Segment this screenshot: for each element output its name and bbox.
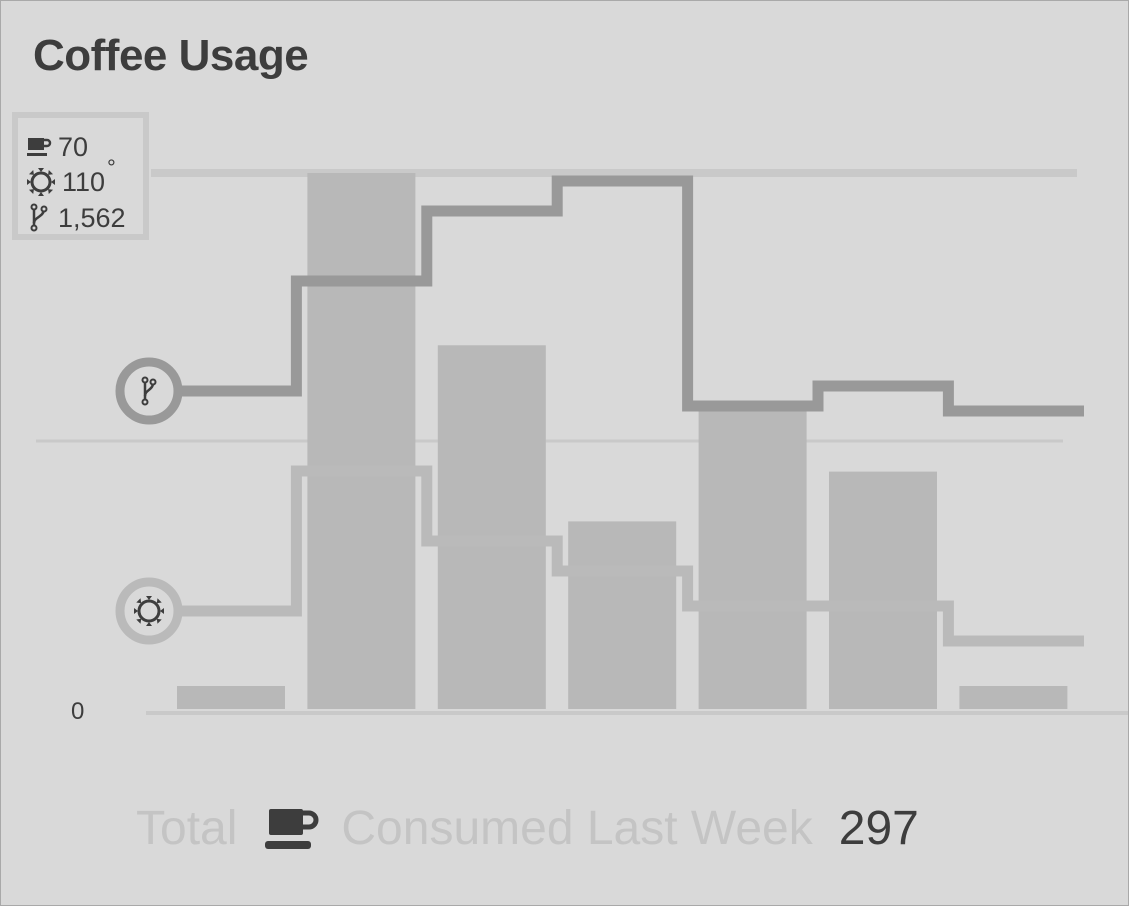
footer-prefix: Total [136, 802, 238, 855]
git-branch-icon-node-2 [149, 378, 157, 386]
legend-box: 70 110 ° 1,562 [12, 112, 149, 240]
temperature-step-line [151, 465, 1084, 647]
footer-suffix: Consumed Last Week [341, 802, 813, 855]
git-branch-icon-node-3 [141, 398, 149, 406]
weekly-total-value: 297 [838, 802, 919, 855]
coffee-cup-icon [265, 808, 319, 849]
sun-gear-icon [137, 599, 161, 623]
sun-gear-icon-ray-8 [136, 598, 142, 604]
weekly-total-summary: Total Consumed Last Week 297 [136, 801, 919, 856]
sun-gear-icon [27, 168, 55, 196]
sun-gear-icon-ray-1 [146, 596, 152, 600]
git-branch-icon-node-1 [141, 376, 149, 384]
bar-4 [568, 521, 677, 709]
card-title: Coffee Usage [33, 31, 309, 80]
coffee-cup-icon [27, 138, 52, 156]
sun-gear-icon-ray-7 [134, 608, 138, 614]
temperature-series-marker [115, 577, 183, 645]
legend-row-commits: 1,562 [26, 201, 126, 235]
bar-1 [177, 686, 285, 709]
sun-gear-icon-ray-2 [156, 598, 162, 604]
git-branch-icon [30, 203, 48, 232]
commits-step-line [151, 175, 1084, 417]
legend-commits-value: 1,562 [58, 202, 126, 233]
bar-6 [829, 471, 937, 709]
legend-cups-value: 70 [58, 131, 89, 162]
bar-3 [437, 345, 546, 709]
legend-temperature-value: 110 [62, 166, 106, 197]
sun-gear-icon-ray-6 [136, 618, 142, 624]
y-axis-zero-label: 0 [71, 698, 85, 725]
bar-7 [959, 686, 1068, 709]
legend-row-cups: 70 [26, 130, 88, 164]
legend-temperature-unit: ° [107, 155, 116, 180]
legend-row-temperature: 110 ° [26, 155, 116, 199]
sun-gear-icon-ray-3 [160, 608, 164, 614]
bar-2 [307, 173, 416, 709]
sun-gear-icon-ray-4 [156, 618, 162, 624]
sun-gear-icon-ray-5 [146, 622, 152, 626]
bar-5 [698, 402, 807, 709]
